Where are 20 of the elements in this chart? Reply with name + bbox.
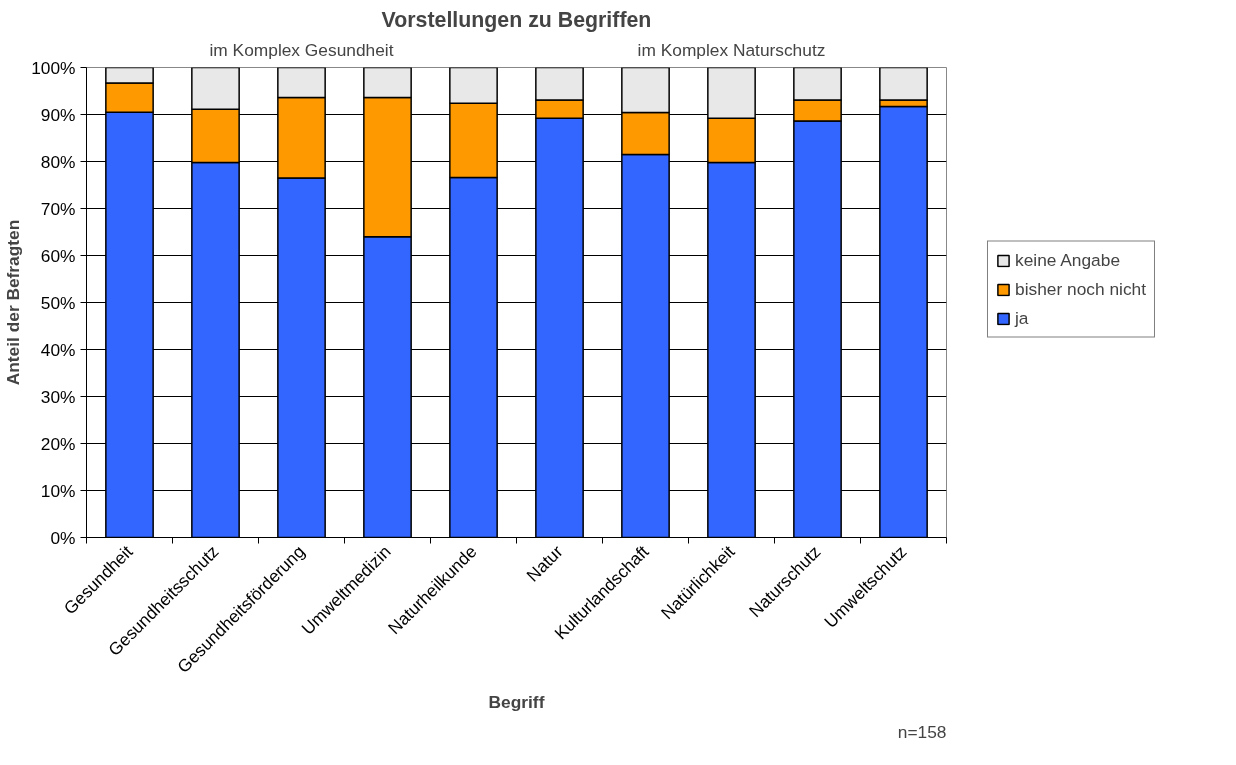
y-tick-label: 20% — [40, 433, 76, 454]
text: im Komplex Gesundheit — [209, 39, 394, 60]
legend-label: keine Angabe — [1014, 249, 1121, 271]
legend-label: ja — [1014, 307, 1030, 329]
legend-label: bisher noch nicht — [1014, 278, 1147, 300]
y-tick-label: 80% — [40, 151, 76, 172]
x-axis-title: Begriff — [488, 691, 545, 712]
y-tick-label: 70% — [40, 198, 76, 219]
y-tick-label: 90% — [40, 104, 76, 125]
y-tick-label: 0% — [50, 527, 76, 548]
y-tick-label: 100% — [31, 57, 76, 78]
chart-title: Vorstellungen zu Begriffen — [381, 7, 652, 32]
y-tick-label: 10% — [40, 480, 76, 501]
y-tick-label: 60% — [40, 245, 76, 266]
y-axis-title: Anteil der Befragten — [3, 219, 24, 386]
y-tick-label: 50% — [40, 292, 76, 313]
y-tick-label: 30% — [40, 386, 76, 407]
text: n=158 — [897, 721, 947, 742]
y-tick-label: 40% — [40, 339, 76, 360]
text: im Komplex Naturschutz — [637, 39, 826, 60]
